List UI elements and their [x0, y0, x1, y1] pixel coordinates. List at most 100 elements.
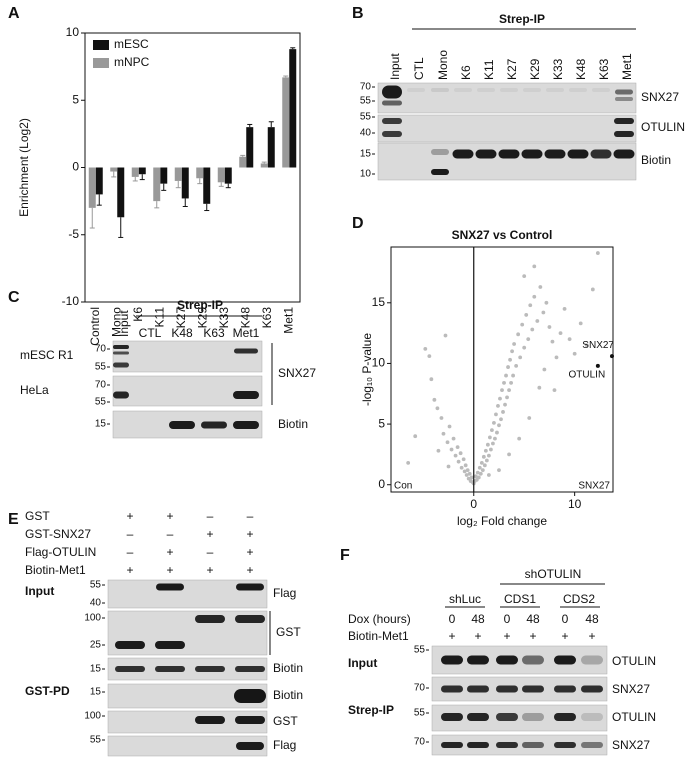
band: [498, 149, 520, 159]
point: [504, 373, 508, 378]
point: [530, 327, 535, 332]
band: [155, 641, 185, 649]
protein-label: Biotin: [273, 661, 303, 675]
legend-label: mNPC: [114, 55, 150, 69]
point: [462, 469, 467, 474]
point: [441, 431, 446, 436]
blot: [377, 114, 637, 143]
bar: [95, 167, 103, 195]
protein-label: Biotin: [641, 153, 671, 167]
protein-label: SNX27: [641, 90, 679, 104]
blot: [107, 710, 268, 734]
point: [487, 435, 492, 440]
chart-title: SNX27 vs Control: [452, 228, 553, 242]
panel-label: A: [8, 5, 20, 22]
band: [431, 88, 449, 92]
condition-sign: +: [126, 509, 133, 523]
marker-label: 10: [360, 169, 372, 180]
point: [436, 448, 441, 453]
section-label: Strep-IP: [348, 703, 394, 717]
point: [473, 474, 478, 479]
band: [382, 131, 402, 137]
band: [546, 88, 564, 92]
protein-label: OTULIN: [612, 654, 656, 668]
panel-label: B: [352, 5, 364, 22]
point: [558, 331, 563, 336]
lane-label: K33: [551, 58, 565, 80]
point: [447, 424, 452, 429]
x-tick-label: K33: [217, 307, 231, 329]
band: [615, 97, 633, 101]
highlight-point: [609, 354, 614, 359]
point: [455, 445, 460, 450]
point: [535, 319, 540, 323]
band: [614, 131, 634, 137]
header: Strep-IP: [499, 12, 545, 26]
dox-value: 0: [449, 612, 456, 626]
marker-label: 15: [90, 664, 102, 675]
y-axis-label: Enrichment (Log2): [17, 118, 31, 217]
x-tick-label: K27: [174, 307, 188, 329]
point: [498, 396, 502, 401]
marker-label: 40: [360, 128, 372, 139]
dox-value: 48: [585, 612, 599, 626]
point: [494, 412, 498, 417]
y-tick-label: -10: [62, 294, 80, 308]
blot: [377, 82, 637, 114]
band: [467, 742, 489, 748]
point: [562, 306, 567, 311]
point: [493, 436, 497, 441]
point: [508, 357, 512, 362]
band: [581, 655, 603, 665]
condition-sign: +: [166, 509, 173, 523]
panel-label: F: [340, 547, 350, 564]
point: [505, 395, 509, 400]
marker-label: 15: [95, 419, 107, 430]
bar: [88, 167, 96, 208]
band: [523, 88, 541, 92]
point: [518, 355, 523, 360]
y-tick-label: 5: [72, 92, 79, 106]
y-tick-label: 0: [378, 477, 385, 491]
blot: [112, 340, 263, 373]
condition-sign: +: [561, 629, 568, 643]
y-tick-label: -5: [68, 227, 79, 241]
bar: [196, 167, 204, 179]
section-label: GST-PD: [25, 684, 70, 698]
point: [502, 380, 506, 385]
point: [512, 342, 517, 346]
dox-value: 0: [562, 612, 569, 626]
condition-sign: +: [503, 629, 510, 643]
protein-label: GST: [273, 714, 298, 728]
band: [522, 713, 544, 721]
condition-sign: +: [166, 563, 173, 577]
band: [615, 89, 633, 95]
lane-label: K27: [505, 58, 519, 80]
point: [469, 475, 474, 480]
lane-label: K63: [203, 326, 225, 340]
protein-label: Flag: [273, 586, 296, 600]
cell-line-label: HeLa: [20, 383, 49, 397]
band: [235, 716, 265, 724]
cell-line-label: mESC R1: [20, 348, 74, 362]
protein-label: OTULIN: [641, 120, 685, 134]
x-axis-label: log₂ Fold change: [457, 514, 547, 528]
point: [432, 397, 437, 402]
band: [467, 655, 489, 665]
point: [451, 436, 456, 441]
bar: [289, 49, 297, 168]
band: [235, 666, 265, 672]
point: [461, 457, 466, 462]
point: [464, 473, 469, 477]
point: [554, 355, 559, 360]
lane-label: Input: [117, 310, 131, 337]
point: [456, 459, 461, 464]
point: [503, 402, 507, 407]
band: [382, 118, 402, 124]
marker-label: 100: [84, 613, 101, 624]
point: [497, 468, 501, 473]
condition-sign: +: [246, 527, 253, 541]
marker-label: 25: [90, 640, 102, 651]
bar: [217, 167, 225, 183]
point: [517, 436, 522, 441]
